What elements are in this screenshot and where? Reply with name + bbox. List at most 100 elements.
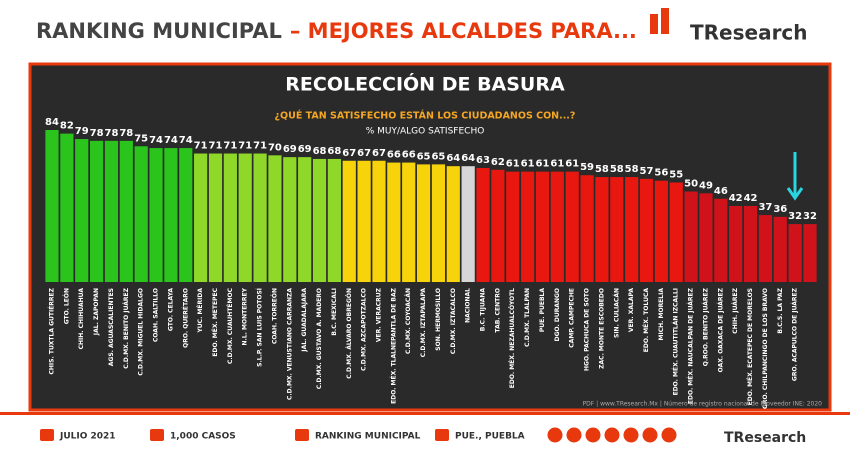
- bar: [535, 171, 550, 282]
- value-label: 66: [387, 150, 401, 161]
- bar: [699, 193, 713, 282]
- value-label: 37: [758, 202, 772, 213]
- bar: [253, 153, 267, 282]
- bar: [669, 182, 683, 282]
- value-label: 69: [283, 144, 297, 155]
- bar: [298, 157, 312, 282]
- bar: [372, 160, 386, 282]
- value-label: 32: [788, 211, 802, 222]
- bar: [758, 215, 773, 282]
- footer-line: [0, 412, 850, 415]
- bar: [788, 224, 802, 282]
- logo-icon: [661, 8, 669, 34]
- value-label: 56: [654, 168, 668, 179]
- category-label: GTO. LEÓN: [63, 288, 70, 324]
- bar: [461, 166, 475, 282]
- bar: [268, 155, 282, 282]
- value-label: 75: [134, 133, 148, 144]
- source: PDF | www.TResearch.Mx | Número de regis…: [583, 401, 823, 408]
- value-label: 74: [179, 135, 193, 146]
- footer-icon: [295, 429, 309, 441]
- category-label: C.D.MX. AZCAPOTZALCO: [361, 288, 368, 371]
- value-label: 61: [565, 159, 579, 170]
- social-icon: [623, 427, 639, 443]
- social-icon: [585, 427, 601, 443]
- value-label: 67: [342, 148, 356, 159]
- footer-item: RANKING MUNICIPAL: [315, 432, 421, 442]
- footer-logo: TResearch: [724, 430, 806, 446]
- social-icon: [661, 427, 677, 443]
- category-label: C.D.MX. ÁLVARO OBREGÓN: [346, 288, 353, 379]
- bar: [446, 166, 460, 282]
- value-label: 32: [803, 211, 817, 222]
- category-label: Q.ROO. BENITO JUÁREZ: [702, 287, 709, 366]
- value-label: 58: [610, 164, 624, 175]
- bar: [75, 139, 89, 282]
- value-label: 49: [699, 180, 713, 191]
- value-label: 71: [223, 141, 237, 152]
- category-label: B.C.S. LA PAZ: [777, 287, 784, 333]
- category-label: SON. HERMOSILLO: [435, 288, 442, 351]
- bar: [550, 171, 564, 282]
- bar: [149, 148, 163, 282]
- bar: [684, 191, 698, 282]
- category-label: C.D.MX. TLALPAN: [524, 288, 531, 347]
- category-label: C.D.MX. VENUSTIANO CARRANZA: [286, 288, 293, 400]
- value-label: 58: [625, 164, 639, 175]
- value-label: 68: [313, 146, 327, 157]
- value-label: 78: [104, 128, 118, 139]
- category-label: ZAC. MONTE ESCOBEDO: [598, 288, 605, 369]
- highlight-arrow: [786, 152, 804, 201]
- social-icon: [642, 427, 658, 443]
- bar: [639, 178, 654, 282]
- bar: [506, 171, 520, 282]
- category-label: C.D.MX. IZTACALCO: [450, 288, 457, 354]
- bar: [312, 158, 327, 282]
- bar: [208, 153, 223, 282]
- category-label: CAMP. CAMPECHE: [569, 288, 576, 348]
- bar: [491, 169, 505, 282]
- bars: 84 CHIS. TUXTLA GUTIÉRREZ 82 GTO. LEÓN 79 CHI…: [45, 117, 817, 409]
- social-icon: [604, 427, 620, 443]
- category-label: AGS. AGUASCALIENTES: [108, 288, 115, 366]
- category-label: C.D.MX. GUSTAVO A. MADERO: [316, 288, 323, 389]
- value-label: 71: [194, 141, 208, 152]
- category-label: EDO. MÉX. METEPEC: [211, 287, 219, 356]
- value-label: 82: [60, 121, 74, 132]
- category-label: OAX. OAXACA DE JUÁREZ: [717, 287, 724, 372]
- category-label: EDO. MÉX. ECATEPEC DE MORELOS: [746, 288, 754, 405]
- bar: [431, 164, 446, 282]
- bar: [654, 180, 668, 282]
- bar: [134, 146, 148, 282]
- category-label: B.C. TIJUANA: [480, 288, 487, 332]
- value-label: 78: [90, 128, 104, 139]
- category-label: C.D.MX. CUAUHTÉMOC: [226, 287, 234, 364]
- category-label: COAH. TORREÓN: [271, 288, 278, 344]
- category-label: C.D.MX. BENITO JUÁREZ: [123, 287, 130, 368]
- value-label: 61: [521, 159, 535, 170]
- value-label: 74: [149, 135, 163, 146]
- category-label: S.L.P. SAN LUIS POTOSÍ: [256, 287, 264, 367]
- value-label: 57: [640, 166, 654, 177]
- value-label: 42: [744, 193, 758, 204]
- chart-subtitle: ¿QUÉ TAN SATISFECHO ESTÁN LOS CIUDADANOS…: [275, 110, 576, 122]
- value-label: 67: [372, 148, 386, 159]
- category-label: VER. XALAPA: [628, 288, 635, 332]
- title-main: RANKING MUNICIPAL: [36, 19, 282, 43]
- category-label: EDO. MÉX. NAUCALPAN DE JUÁREZ: [687, 287, 695, 404]
- value-label: 55: [669, 169, 683, 180]
- value-label: 78: [119, 128, 133, 139]
- bar: [283, 157, 297, 282]
- footer-icon: [435, 429, 449, 441]
- y-label: % MUY/ALGO SATISFECHO: [366, 127, 485, 137]
- footer: JULIO 2021 1,000 CASOS RANKING MUNICIPAL PU…: [40, 427, 677, 443]
- value-label: 66: [402, 150, 416, 161]
- bar: [610, 177, 624, 282]
- value-label: 84: [45, 117, 59, 128]
- value-label: 68: [327, 146, 341, 157]
- category-label: GTO. CELAYA: [167, 288, 174, 331]
- bar: [580, 175, 594, 282]
- value-label: 64: [446, 153, 460, 164]
- bar: [521, 171, 535, 282]
